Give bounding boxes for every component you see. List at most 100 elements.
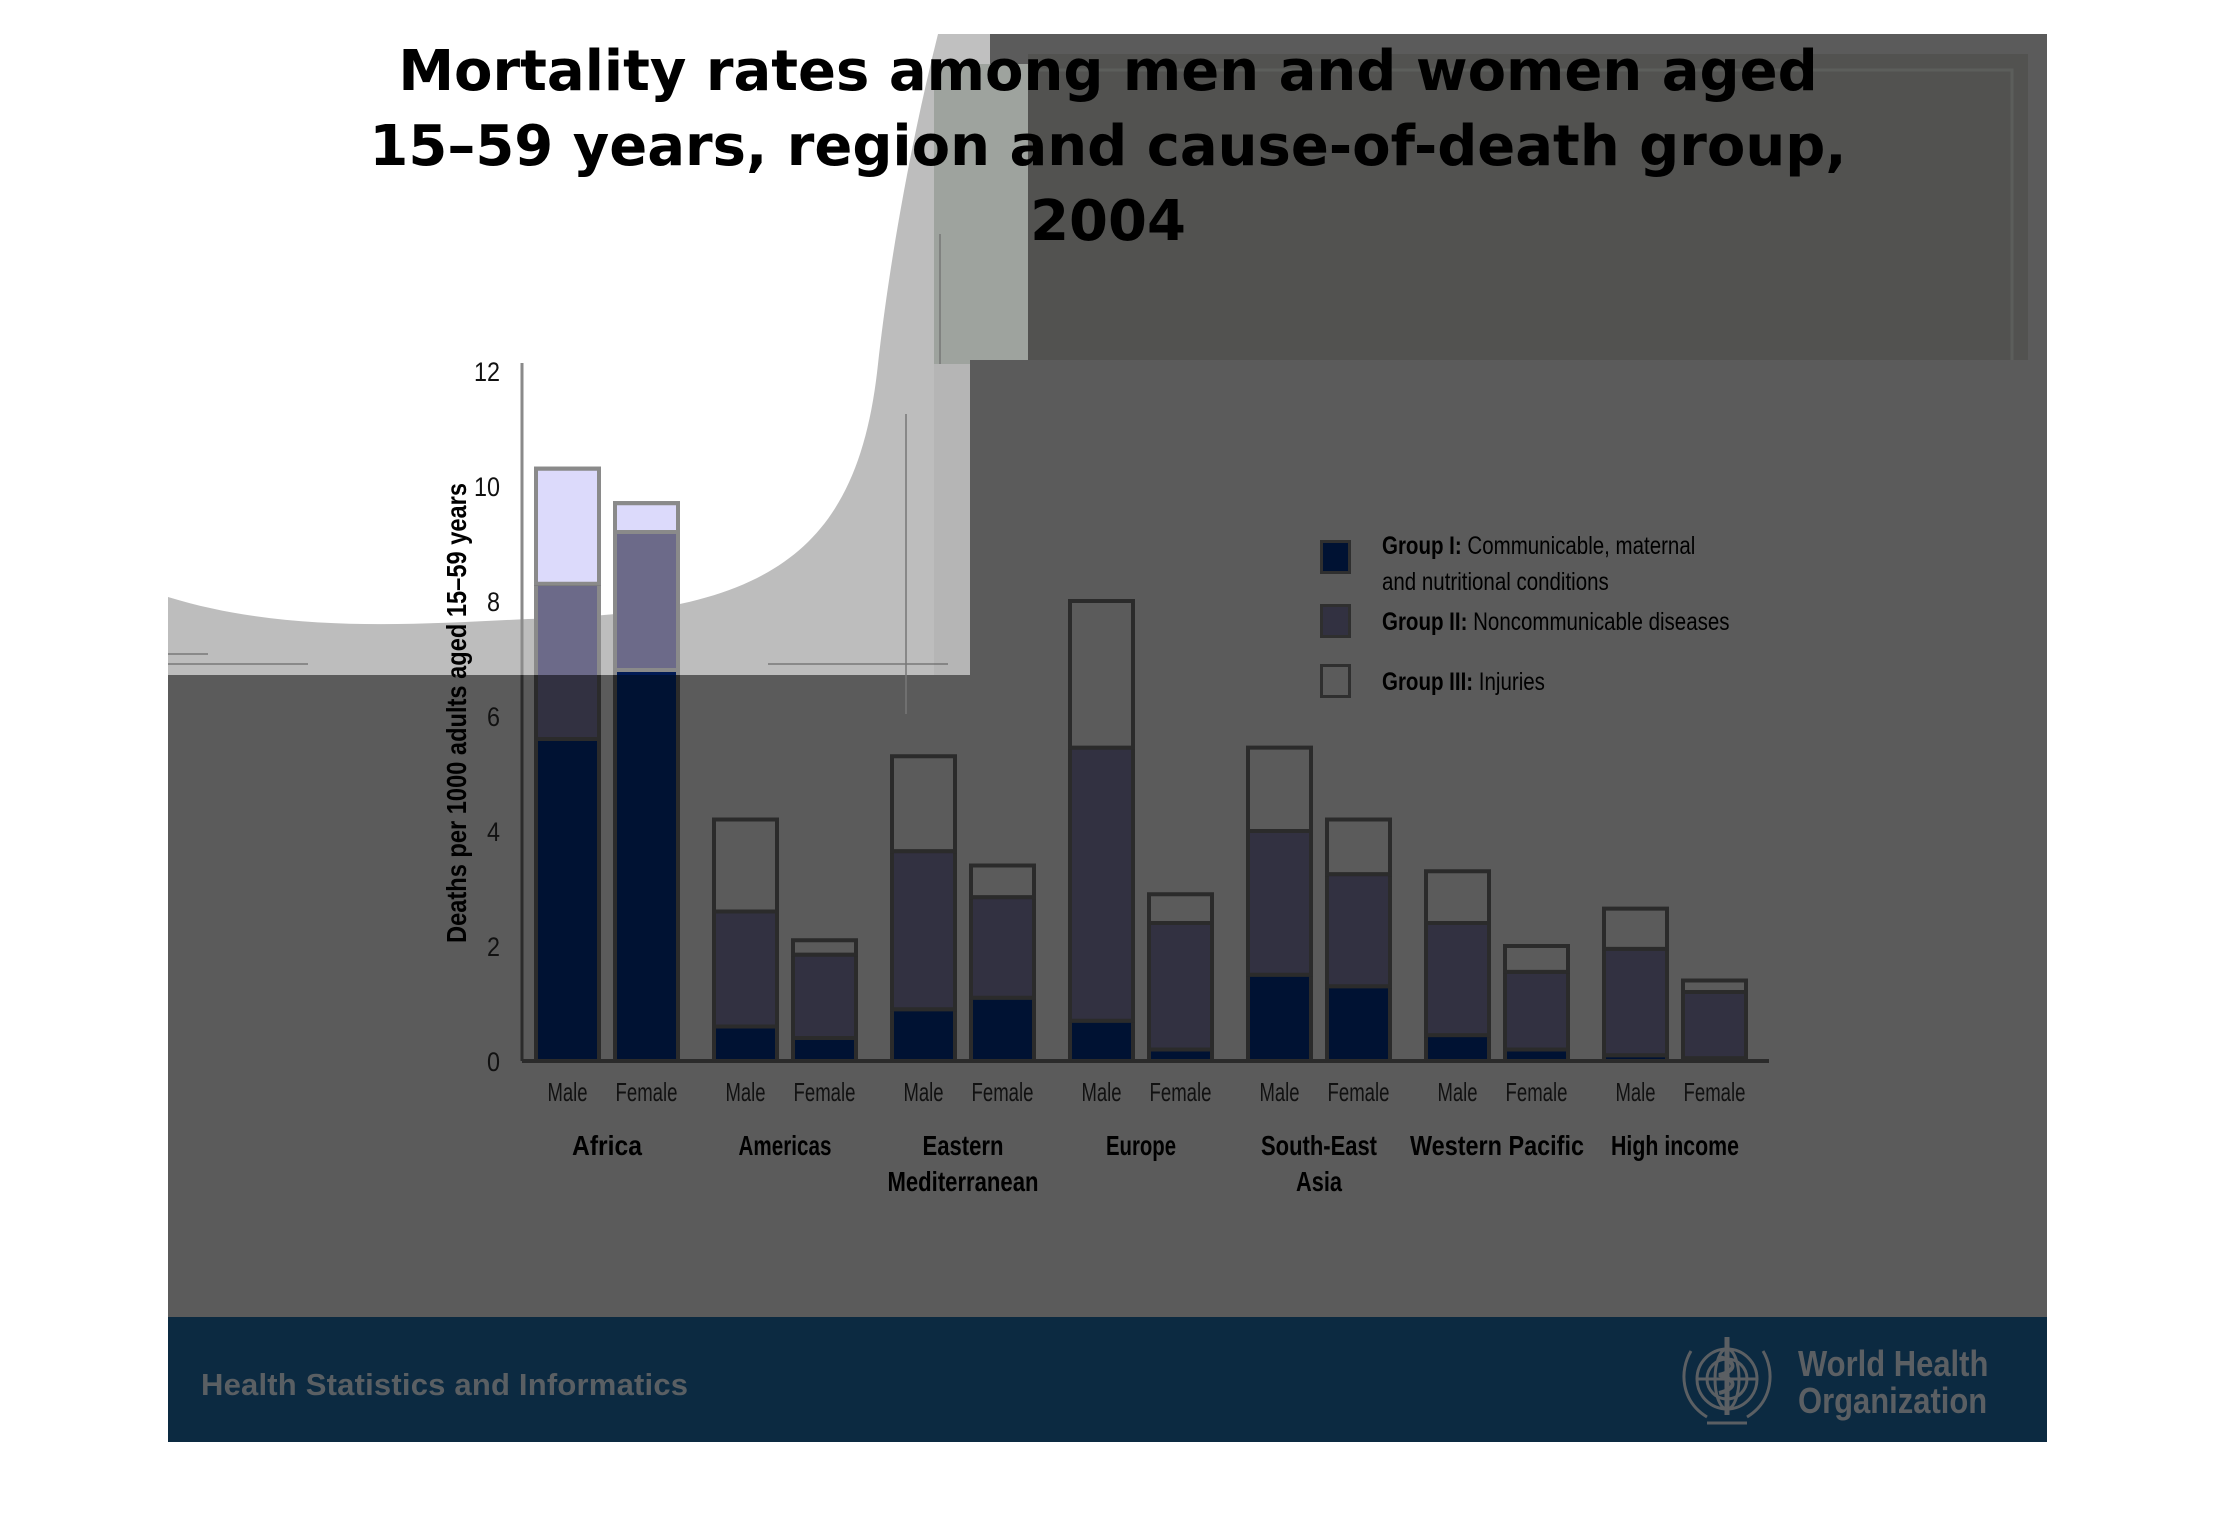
title-line-1: Mortality rates among men and women aged — [398, 39, 1818, 104]
bar-segment-group-iii — [1681, 978, 1748, 994]
photo-strip — [934, 34, 1028, 364]
y-tick-label: 10 — [474, 472, 500, 502]
labels-layer: 0 2 4 6 8 10 12 Deaths per 1000 adults aged 15–… — [441, 357, 1746, 1197]
x-tick-label-sex: Male — [726, 1077, 766, 1107]
bar-segment-group-iii — [1503, 944, 1570, 974]
bar-segment-group-ii — [1681, 990, 1748, 1061]
legend-swatch-group-2 — [1320, 604, 1351, 638]
x-tick-label-sex: Female — [1506, 1077, 1568, 1107]
x-tick-label-sex: Male — [1438, 1077, 1478, 1107]
slide: Health Statistics and Informatics World … — [168, 34, 2047, 1442]
bar-segment-group-iii — [791, 938, 858, 957]
bar-segment-group-ii — [1424, 921, 1491, 1038]
photo-strip-corner — [990, 34, 1028, 64]
bars-layer — [534, 466, 1748, 1063]
legend-label-line-2: and nutritional conditions — [1382, 568, 1609, 596]
y-tick-label: 12 — [474, 357, 500, 387]
who-emblem-icon — [1682, 1337, 1772, 1425]
x-tick-label-sex: Female — [1328, 1077, 1390, 1107]
bar-segment-group-ii — [1503, 969, 1570, 1052]
bar-segment-group-i — [1068, 1018, 1135, 1063]
bar-segment-group-iii — [1147, 892, 1214, 925]
region-label: Americas — [739, 1130, 832, 1161]
bar-segment-group-i — [613, 668, 680, 1063]
main-background-upper — [970, 360, 2047, 675]
region-label: Africa — [572, 1130, 642, 1161]
bar-segment-group-i — [712, 1024, 779, 1063]
x-tick-label-sex: Male — [1616, 1077, 1656, 1107]
bar-segment-group-ii — [1147, 921, 1214, 1052]
slide-background — [168, 34, 2047, 1317]
organization-name: World Health Organization — [1798, 1345, 1988, 1419]
region-label: Western Pacific — [1410, 1130, 1584, 1161]
bar-segment-group-ii — [791, 952, 858, 1040]
region-label: Europe — [1106, 1130, 1176, 1161]
y-tick-label: 0 — [487, 1047, 500, 1077]
bar-segment-overlay — [534, 466, 601, 586]
x-tick-label-sex: Female — [794, 1077, 856, 1107]
y-tick-label: 2 — [487, 932, 500, 962]
region-label: Eastern — [923, 1130, 1004, 1161]
x-tick-label-sex: Male — [904, 1077, 944, 1107]
bar-segment-group-i — [1246, 972, 1313, 1063]
y-axis-title: Deaths per 1000 adults aged 15–59 years — [441, 483, 472, 943]
bar-segment-group-iii — [1602, 906, 1669, 951]
y-tick-label: 8 — [487, 587, 500, 617]
bar-segment-group-i — [791, 1036, 858, 1063]
x-tick-label-sex: Female — [1684, 1077, 1746, 1107]
bar-segment-group-iii — [1246, 745, 1313, 833]
y-tick-label: 6 — [487, 702, 500, 732]
bar-segment-overlay — [613, 501, 680, 534]
organization-line-1: World Health — [1798, 1343, 1989, 1384]
bar-segment-group-iii — [1068, 599, 1135, 750]
bar-segment-group-iii — [1424, 869, 1491, 925]
title-line-3: 2004 — [1030, 189, 1186, 254]
bar-segment-group-i — [1424, 1033, 1491, 1063]
bar-segment-group-ii — [712, 909, 779, 1029]
bar-segment-group-ii — [890, 849, 957, 1012]
legend-swatch-group-3 — [1320, 664, 1351, 698]
organization-line-2: Organization — [1798, 1380, 1988, 1421]
legend-label-bold: Group II: — [1382, 608, 1468, 636]
legend-label: Injuries — [1478, 668, 1545, 696]
bar-segment-group-i — [890, 1007, 957, 1063]
bar-segment-group-iii — [969, 863, 1036, 900]
bar-segment-group-ii — [1246, 829, 1313, 977]
region-label: South-East — [1261, 1130, 1377, 1161]
x-tick-label-sex: Female — [616, 1077, 678, 1107]
slide-title: Mortality rates among men and women aged… — [0, 34, 2216, 259]
bar-segment-group-iii — [1325, 817, 1392, 877]
bar-segment-group-i — [1325, 984, 1392, 1063]
bar-segment-overlay — [613, 530, 680, 672]
legend-label: Communicable, maternal — [1467, 532, 1696, 560]
region-label: Asia — [1296, 1166, 1342, 1197]
bar-segment-group-i — [969, 995, 1036, 1063]
region-label: Mediterranean — [888, 1166, 1039, 1197]
x-tick-label-sex: Male — [1082, 1077, 1122, 1107]
photo-strip-top — [934, 34, 990, 64]
y-tick-label: 4 — [487, 817, 500, 847]
region-label: High income — [1611, 1130, 1739, 1161]
legend-label: Noncommunicable diseases — [1473, 608, 1730, 636]
legend-label-bold: Group I: — [1382, 532, 1462, 560]
bar-segment-overlay — [534, 581, 601, 675]
x-tick-label-sex: Female — [972, 1077, 1034, 1107]
footer-text: Health Statistics and Informatics — [201, 1367, 689, 1402]
bar-segment-group-iii — [712, 817, 779, 914]
bar-segment-group-ii — [1602, 946, 1669, 1058]
legend-label-bold: Group III: — [1382, 668, 1474, 696]
legend-swatch-group-1 — [1320, 540, 1351, 574]
x-tick-label-sex: Male — [1260, 1077, 1300, 1107]
bar-segment-group-iii — [890, 754, 957, 854]
x-tick-label-sex: Male — [548, 1077, 588, 1107]
bar-segment-group-ii — [1068, 745, 1135, 1023]
title-line-2: 15–59 years, region and cause-of-death g… — [369, 114, 1847, 179]
white-curve — [168, 34, 938, 625]
bar-segment-group-ii — [1325, 872, 1392, 989]
photo-strip-mid — [934, 364, 970, 714]
bar-segment-group-ii — [969, 895, 1036, 1000]
footer-band: Health Statistics and Informatics World … — [168, 1317, 2047, 1442]
x-tick-label-sex: Female — [1150, 1077, 1212, 1107]
axes-layer — [520, 363, 1769, 1063]
